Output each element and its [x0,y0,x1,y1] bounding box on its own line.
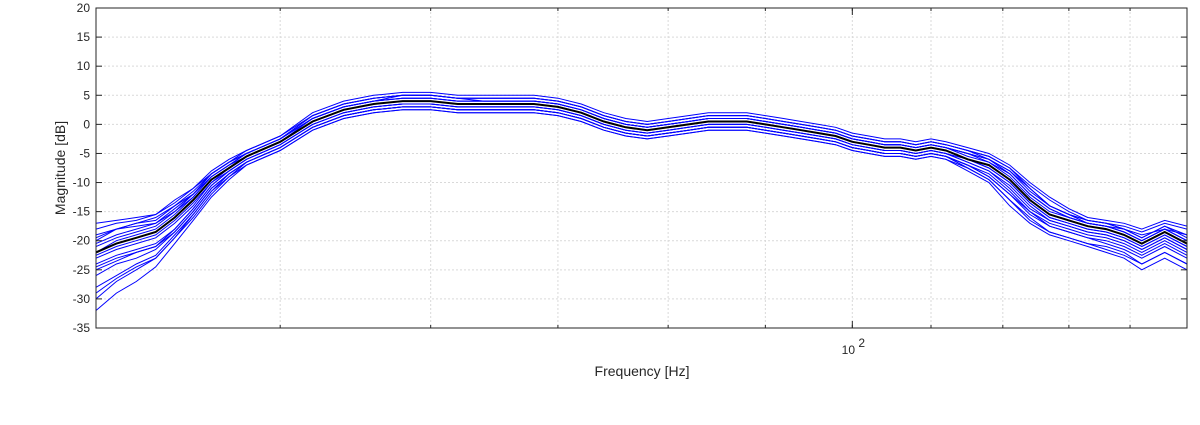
mean-response-line [96,100,1187,254]
y-tick-label: -5 [79,146,90,160]
individual-response-line [96,97,1187,245]
individual-response-line [96,106,1187,294]
y-tick-label: 5 [83,88,90,102]
plot-frame [95,7,1188,329]
y-tick-label: 0 [83,117,90,131]
y-axis-label: Magnitude [dB] [52,121,68,215]
individual-response-line [96,109,1187,311]
y-tick-label: 20 [77,1,91,15]
individual-response-line [96,91,1187,230]
y-tick-label: 15 [77,30,91,44]
y-tick-label: -35 [73,321,91,335]
x-tick-label: 10 [842,343,856,357]
y-tick-label: -30 [73,292,91,306]
plot-area [96,8,1187,328]
y-tick-label: -20 [73,234,91,248]
series-layer [96,91,1187,311]
x-tick-label-exponent: 2 [858,336,865,350]
x-axis-label: Frequency [Hz] [595,363,690,379]
y-tick-label: -25 [73,263,91,277]
individual-response-line [96,103,1187,268]
y-tick-label: 10 [77,59,91,73]
y-tick-label: -10 [73,176,91,190]
y-tick-label: -15 [73,205,91,219]
